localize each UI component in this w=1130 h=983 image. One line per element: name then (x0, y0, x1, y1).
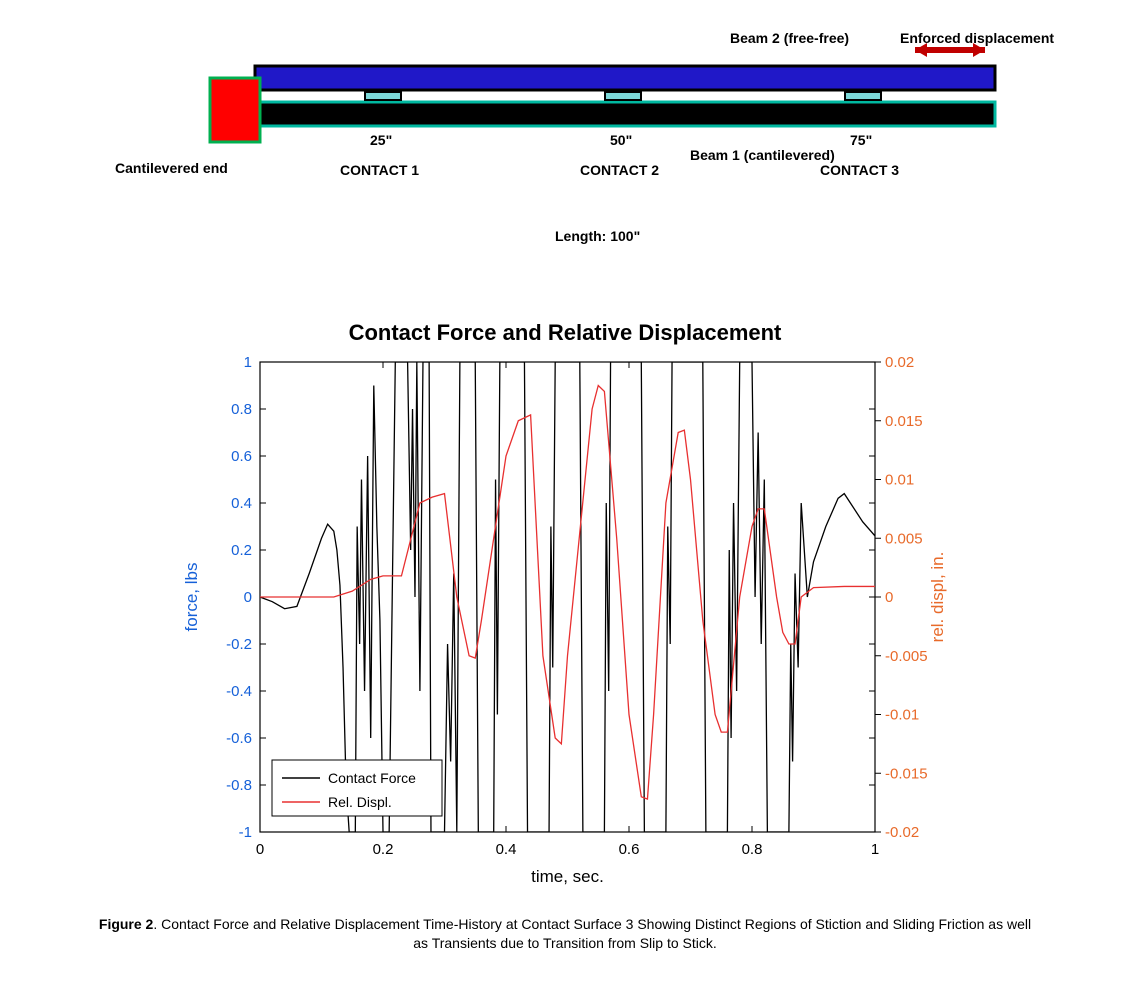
contact1-pos: 25" (370, 132, 392, 148)
svg-text:-0.2: -0.2 (226, 636, 252, 653)
length-label: Length: 100" (555, 228, 640, 244)
figure-caption: Figure 2. Contact Force and Relative Dis… (30, 915, 1100, 953)
svg-text:rel. displ, in.: rel. displ, in. (928, 552, 947, 643)
caption-fig-label: Figure 2 (99, 916, 153, 932)
beam1-label: Beam 1 (cantilevered) (690, 147, 835, 163)
svg-text:-0.015: -0.015 (885, 765, 928, 782)
svg-text:-0.005: -0.005 (885, 648, 928, 665)
contact1-name: CONTACT 1 (340, 162, 419, 178)
svg-text:0.8: 0.8 (231, 401, 252, 418)
svg-text:0.02: 0.02 (885, 354, 914, 371)
contact3-pos: 75" (850, 132, 872, 148)
svg-text:force, lbs: force, lbs (182, 563, 201, 632)
svg-text:-0.8: -0.8 (226, 777, 252, 794)
svg-text:0.015: 0.015 (885, 413, 923, 430)
beam2-label: Beam 2 (free-free) (730, 30, 849, 46)
svg-text:Rel. Displ.: Rel. Displ. (328, 794, 392, 810)
svg-text:0.4: 0.4 (231, 495, 252, 512)
svg-text:0.005: 0.005 (885, 530, 923, 547)
beam-diagram: Beam 2 (free-free) Enforced displacement… (115, 30, 1015, 260)
svg-text:1: 1 (871, 841, 879, 858)
svg-text:0.4: 0.4 (496, 841, 517, 858)
svg-text:0: 0 (256, 841, 264, 858)
caption-text: . Contact Force and Relative Displacemen… (153, 916, 1031, 951)
cantilever-label: Cantilevered end (115, 160, 228, 176)
diagram-svg (115, 30, 1015, 260)
chart-container: Contact Force and Relative Displacement … (175, 320, 955, 897)
svg-text:-0.4: -0.4 (226, 683, 252, 700)
svg-text:0.2: 0.2 (231, 542, 252, 559)
chart-title: Contact Force and Relative Displacement (175, 320, 955, 346)
svg-text:1: 1 (244, 354, 252, 371)
contact3-name: CONTACT 3 (820, 162, 899, 178)
svg-text:-0.01: -0.01 (885, 707, 919, 724)
svg-text:-0.02: -0.02 (885, 824, 919, 841)
svg-text:-1: -1 (239, 824, 252, 841)
svg-text:0.6: 0.6 (231, 448, 252, 465)
svg-text:Contact Force: Contact Force (328, 770, 416, 786)
svg-text:0: 0 (244, 589, 252, 606)
svg-text:-0.6: -0.6 (226, 730, 252, 747)
chart-svg: -1 -0.8 -0.6 -0.4 -0.2 0 0.2 0.4 0.6 0.8 1 -0.02 -0.… (175, 352, 955, 892)
svg-text:0.8: 0.8 (742, 841, 763, 858)
contact2-name: CONTACT 2 (580, 162, 659, 178)
svg-text:0.2: 0.2 (373, 841, 394, 858)
enforced-label: Enforced displacement (900, 30, 1054, 46)
svg-text:0.6: 0.6 (619, 841, 640, 858)
svg-text:0.01: 0.01 (885, 472, 914, 489)
svg-text:0: 0 (885, 589, 893, 606)
contact2-pos: 50" (610, 132, 632, 148)
svg-text:time, sec.: time, sec. (531, 867, 604, 886)
